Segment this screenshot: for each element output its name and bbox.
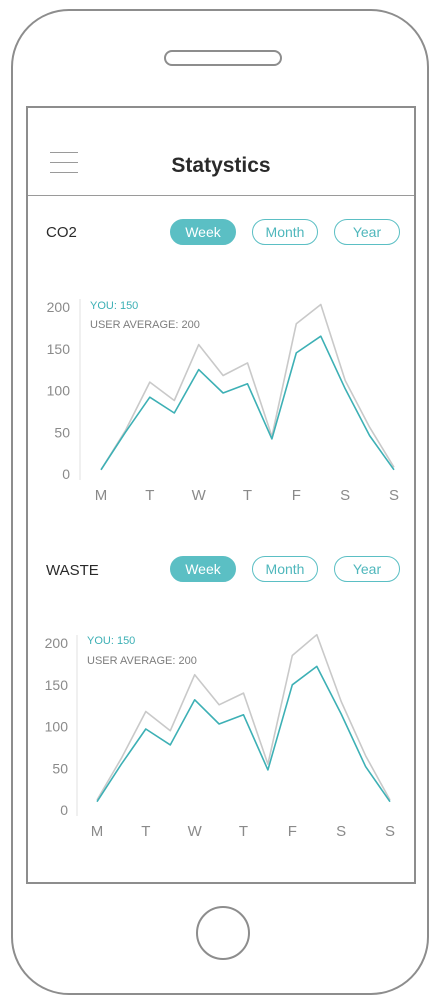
x-tick-label: S [340, 487, 350, 504]
co2-legend-you: YOU: 150 [90, 300, 139, 312]
x-tick-label: T [239, 823, 248, 840]
x-tick-label: M [91, 823, 104, 840]
y-tick-label: 150 [45, 677, 69, 693]
y-tick-label: 50 [54, 424, 70, 440]
co2-chart: 0 50 100 150 200 M T W T F S S YOU: 150 USER AVERAG… [28, 288, 414, 518]
y-tick-label: 0 [60, 802, 68, 818]
average-series-line [100, 303, 395, 471]
co2-tab-year[interactable]: Year [334, 219, 400, 245]
section-label-co2: CO2 [46, 224, 77, 241]
average-series-line [96, 633, 391, 801]
y-tick-label: 200 [47, 299, 71, 315]
x-tick-label: F [292, 487, 301, 504]
home-button[interactable] [196, 906, 250, 960]
y-tick-label: 50 [52, 760, 68, 776]
co2-tab-month[interactable]: Month [252, 219, 318, 245]
app-screen: Statystics CO2 Week Month Year 0 50 100 150… [26, 106, 416, 884]
waste-tab-month[interactable]: Month [252, 556, 318, 582]
x-tick-label: M [95, 487, 108, 504]
waste-legend-you: YOU: 150 [87, 635, 136, 647]
chart-svg: 0 50 100 150 200 M T W T F S S [47, 299, 399, 504]
x-tick-label: W [188, 823, 203, 840]
co2-tab-week[interactable]: Week [170, 219, 236, 245]
x-tick-label: T [145, 487, 154, 504]
speaker-slot [164, 50, 282, 66]
waste-tab-year[interactable]: Year [334, 556, 400, 582]
app-header: Statystics [28, 108, 414, 196]
x-tick-label: T [141, 823, 150, 840]
y-tick-label: 100 [47, 383, 71, 399]
user-series-line [96, 665, 391, 803]
x-tick-label: F [288, 823, 297, 840]
x-tick-label: S [336, 823, 346, 840]
waste-tab-week[interactable]: Week [170, 556, 236, 582]
user-series-line [100, 335, 395, 471]
y-tick-label: 200 [45, 635, 69, 651]
x-tick-label: T [243, 487, 252, 504]
x-tick-label: W [192, 487, 207, 504]
co2-legend-average: USER AVERAGE: 200 [90, 319, 200, 331]
waste-legend-average: USER AVERAGE: 200 [87, 655, 197, 667]
page-title: Statystics [171, 154, 271, 177]
chart-svg: 0 50 100 150 200 M T W T F S S [45, 633, 395, 840]
x-tick-label: S [385, 823, 395, 840]
y-tick-label: 0 [62, 466, 70, 482]
hamburger-menu-icon[interactable] [50, 152, 78, 176]
x-tick-label: S [389, 487, 399, 504]
waste-chart: 0 50 100 150 200 M T W T F S S YOU: 150 USER AVERAG… [28, 623, 414, 853]
section-label-waste: WASTE [46, 562, 99, 579]
y-tick-label: 100 [45, 719, 69, 735]
y-tick-label: 150 [47, 341, 71, 357]
